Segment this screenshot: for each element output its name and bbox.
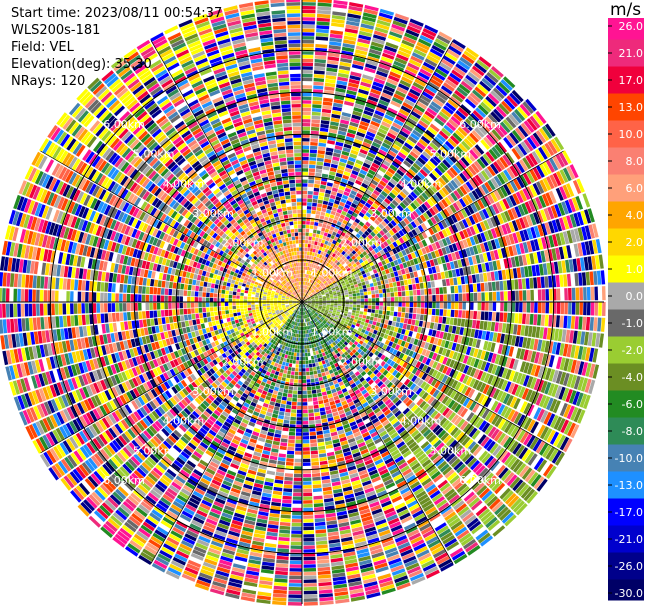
colorbar-swatch [608, 147, 644, 175]
colorbar-tick-label: -26.0 [615, 560, 643, 573]
colorbar-tick-label: 4.0 [626, 209, 644, 222]
range-label: 3.00km [192, 385, 234, 398]
colorbar-swatch [608, 309, 644, 337]
range-label: 3.00km [370, 207, 412, 220]
field-name: Field: VEL [11, 40, 74, 55]
colorbar-tick-label: 26.0 [619, 20, 644, 33]
velocity-bin-group [10, 20, 604, 605]
colorbar-tick-label: -17.0 [615, 506, 643, 519]
colorbar-swatch [608, 93, 644, 121]
header-info: Start time: 2023/08/11 00:54:37 WLS200s-… [11, 5, 222, 90]
range-label: 5.00km [430, 444, 472, 457]
colorbar-swatch [608, 174, 644, 202]
colorbar-swatch [608, 255, 644, 283]
colorbar-swatch [608, 525, 644, 553]
range-label: 2.00km [222, 355, 264, 368]
azimuth-line [150, 40, 303, 303]
azimuth-line [150, 301, 303, 564]
colorbar-swatch [608, 390, 644, 418]
range-label: 2.00km [222, 237, 264, 250]
azimuth-line [40, 301, 303, 454]
velocity-bin-group [13, 2, 595, 595]
polar-grid [0, 0, 604, 604]
colorbar-swatch [608, 18, 644, 40]
azimuth-line [301, 301, 454, 564]
start-time: Start time: 2023/08/11 00:54:37 [11, 6, 223, 21]
range-label: 6.00km [103, 474, 145, 487]
range-label: 3.00km [192, 207, 234, 220]
range-label: 4.00km [163, 177, 205, 190]
velocity-bin-group [2, 8, 602, 587]
colorbar-tick-label: -30.0 [615, 587, 643, 600]
colorbar-tick-label: 13.0 [619, 101, 644, 114]
colorbar-tick-label: -8.0 [622, 425, 643, 438]
range-label: 2.00km [341, 355, 383, 368]
colorbar-tick-label: -2.0 [622, 344, 643, 357]
colorbar-swatch [608, 444, 644, 472]
colorbar-swatch [608, 471, 644, 499]
colorbar-tick-label: -21.0 [615, 533, 643, 546]
colorbar-tick-label: -1.0 [622, 317, 643, 330]
colorbar-tick-label: 17.0 [619, 74, 644, 87]
instrument-name: WLS200s-181 [11, 23, 101, 38]
range-label: 3.00km [370, 385, 412, 398]
elevation: Elevation(deg): 35.30 [11, 57, 152, 72]
colorbar-swatch [608, 282, 644, 310]
range-label: 6.00km [459, 118, 501, 131]
colorbar-swatch [608, 66, 644, 94]
range-label: 6.00km [459, 474, 501, 487]
colorbar-tick-label: 6.0 [626, 182, 644, 195]
azimuth-line [301, 40, 454, 303]
range-labels: 1.00km 1.00km 1.00km 1.00km 2.00km 2.00km 2.00… [103, 118, 501, 487]
colorbar-tick-label: 0.0 [626, 290, 644, 303]
colorbar-tick-label: 8.0 [626, 155, 644, 168]
range-label: 4.00km [163, 415, 205, 428]
range-label: 5.00km [133, 444, 175, 457]
colorbar-swatch [608, 336, 644, 364]
colorbar-swatch [608, 552, 644, 580]
colorbar-tick-label: -10.0 [615, 452, 643, 465]
colorbar-tick-label: -13.0 [615, 479, 643, 492]
range-label: 1.00km [252, 266, 294, 279]
colorbar-tick-label: 1.0 [626, 263, 644, 276]
colorbar-swatch [608, 120, 644, 148]
range-label: 1.00km [311, 326, 353, 339]
range-label: 5.00km [133, 148, 175, 161]
colorbar-swatch [608, 228, 644, 256]
colorbar-tick-label: 10.0 [619, 128, 644, 141]
colorbar-swatch [608, 363, 644, 391]
colorbar-unit: m/s [610, 0, 642, 20]
range-label: 1.00km [311, 266, 353, 279]
range-label: 6.00km [103, 118, 145, 131]
range-label: 2.00km [341, 237, 383, 250]
azimuth-line [301, 301, 564, 454]
range-label: 4.00km [400, 177, 442, 190]
azimuth-line [301, 150, 564, 303]
colorbar-tick-label: -4.0 [622, 371, 643, 384]
range-label: 1.00km [252, 326, 294, 339]
colorbar-swatch [608, 579, 644, 601]
colorbar-swatch [608, 201, 644, 229]
velocity-bin-group [21, 2, 581, 602]
colorbar-swatch [608, 417, 644, 445]
velocity-bin-group [13, 2, 584, 606]
range-label: 4.00km [400, 415, 442, 428]
colorbar-tick-label: -6.0 [622, 398, 643, 411]
azimuth-line [40, 150, 303, 303]
colorbar-tick-label: 2.0 [626, 236, 644, 249]
range-label: 5.00km [430, 148, 472, 161]
colorbar-swatch [608, 39, 644, 67]
colorbar: 26.0 21.0 17.0 13.0 10.0 8.0 6.0 4.0 2.0 1.0 0.0 -1… [608, 18, 644, 601]
colorbar-swatch [608, 498, 644, 526]
velocity-bins [0, 0, 606, 606]
colorbar-tick-label: 21.0 [619, 47, 644, 60]
nrays: NRays: 120 [11, 74, 86, 89]
